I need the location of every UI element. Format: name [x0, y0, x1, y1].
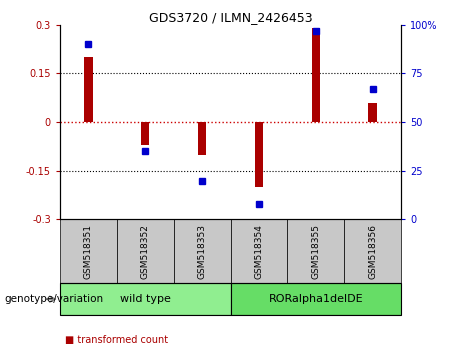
Text: GSM518356: GSM518356 [368, 224, 377, 279]
Bar [312, 28, 320, 122]
Text: GSM518355: GSM518355 [311, 224, 320, 279]
Bar [174, 219, 230, 283]
Bar [84, 57, 93, 122]
Text: GSM518352: GSM518352 [141, 224, 150, 279]
Bar [117, 219, 174, 283]
Bar [141, 122, 149, 145]
Bar [60, 283, 230, 315]
Bar [254, 122, 263, 187]
Bar [230, 219, 287, 283]
Bar [287, 219, 344, 283]
Text: GSM518353: GSM518353 [198, 224, 207, 279]
Bar [198, 122, 207, 155]
Bar [230, 283, 401, 315]
Text: genotype/variation: genotype/variation [5, 294, 104, 304]
Bar [60, 219, 117, 283]
Bar [344, 219, 401, 283]
Title: GDS3720 / ILMN_2426453: GDS3720 / ILMN_2426453 [149, 11, 312, 24]
Text: RORalpha1delDE: RORalpha1delDE [268, 294, 363, 304]
Bar [368, 103, 377, 122]
Text: wild type: wild type [120, 294, 171, 304]
Text: GSM518354: GSM518354 [254, 224, 263, 279]
Text: ■ transformed count: ■ transformed count [65, 335, 168, 345]
Text: GSM518351: GSM518351 [84, 224, 93, 279]
